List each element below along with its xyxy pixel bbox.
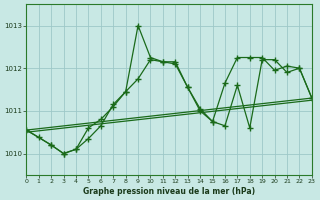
X-axis label: Graphe pression niveau de la mer (hPa): Graphe pression niveau de la mer (hPa) [83,187,255,196]
